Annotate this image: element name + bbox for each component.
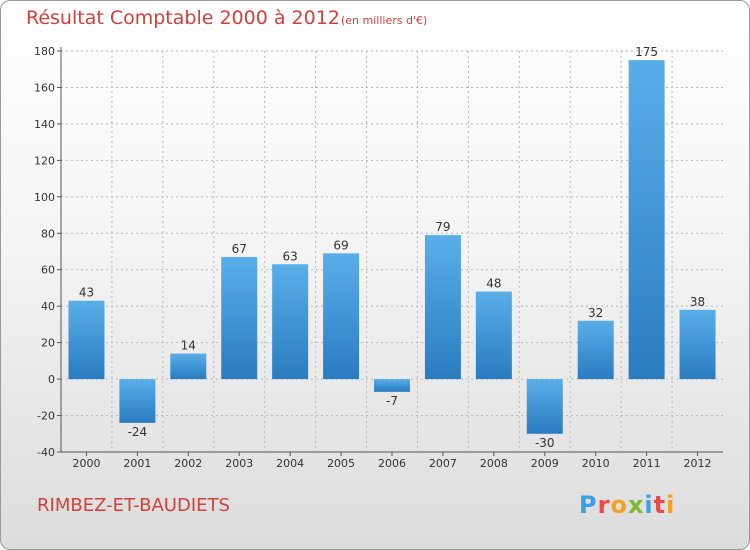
data-label: -7 bbox=[386, 394, 398, 408]
x-tick-label: 2008 bbox=[480, 457, 508, 470]
commune-name: RIMBEZ-ET-BAUDIETS bbox=[37, 495, 230, 516]
data-label: -24 bbox=[128, 425, 148, 439]
bar bbox=[221, 256, 258, 380]
x-tick-label: 2006 bbox=[378, 457, 406, 470]
chart-title: Résultat Comptable 2000 à 2012 bbox=[26, 7, 340, 29]
x-tick-label: 2011 bbox=[633, 457, 661, 470]
data-label: 67 bbox=[232, 242, 247, 256]
y-tick-label: 80 bbox=[41, 227, 55, 240]
y-tick-label: 160 bbox=[34, 81, 55, 94]
data-label: 32 bbox=[588, 306, 603, 320]
x-tick-label: 2000 bbox=[72, 457, 100, 470]
bar bbox=[424, 235, 461, 380]
y-tick-label: -40 bbox=[37, 446, 55, 459]
y-tick-label: 180 bbox=[34, 45, 55, 58]
data-label: 14 bbox=[181, 339, 196, 353]
data-label: 43 bbox=[79, 286, 94, 300]
x-tick-label: 2009 bbox=[531, 457, 559, 470]
y-tick-label: 60 bbox=[41, 264, 55, 277]
bar bbox=[272, 264, 309, 380]
data-label: 38 bbox=[690, 295, 705, 309]
bar bbox=[679, 309, 716, 380]
x-tick-label: 2004 bbox=[276, 457, 304, 470]
logo-letter: P bbox=[579, 491, 598, 519]
logo-letter: t bbox=[653, 491, 667, 519]
x-tick-label: 2001 bbox=[123, 457, 151, 470]
data-label: 63 bbox=[283, 249, 298, 263]
y-tick-label: 40 bbox=[41, 300, 55, 313]
bar bbox=[475, 291, 512, 380]
y-tick-label: 100 bbox=[34, 191, 55, 204]
logo-letter: x bbox=[627, 491, 645, 519]
x-tick-label: 2012 bbox=[684, 457, 712, 470]
y-tick-label: 20 bbox=[41, 337, 55, 350]
x-tick-label: 2005 bbox=[327, 457, 355, 470]
data-label: 69 bbox=[333, 238, 348, 252]
logo-letter: i bbox=[666, 491, 676, 519]
bar bbox=[170, 353, 207, 380]
y-tick-label: 140 bbox=[34, 118, 55, 131]
x-tick-label: 2003 bbox=[225, 457, 253, 470]
x-tick-label: 2010 bbox=[582, 457, 610, 470]
logo-letter: r bbox=[597, 491, 611, 519]
bar bbox=[526, 379, 563, 434]
data-label: 175 bbox=[635, 45, 658, 59]
bar bbox=[119, 379, 156, 423]
bar bbox=[577, 320, 614, 380]
logo-letter: i bbox=[644, 491, 654, 519]
data-label: 79 bbox=[435, 220, 450, 234]
data-label: 48 bbox=[486, 277, 501, 291]
logo-letter: o bbox=[610, 491, 628, 519]
bar bbox=[323, 253, 360, 380]
y-tick-label: -20 bbox=[37, 410, 55, 423]
proxiti-logo: Proxiti bbox=[579, 491, 675, 519]
bar bbox=[374, 379, 410, 392]
bar bbox=[628, 60, 665, 380]
x-tick-label: 2002 bbox=[174, 457, 202, 470]
data-label: -30 bbox=[535, 436, 555, 450]
x-tick-label: 2007 bbox=[429, 457, 457, 470]
bar bbox=[68, 300, 105, 380]
y-tick-label: 0 bbox=[48, 373, 55, 386]
y-tick-label: 120 bbox=[34, 154, 55, 167]
chart-subtitle: (en milliers d'€) bbox=[341, 14, 428, 27]
